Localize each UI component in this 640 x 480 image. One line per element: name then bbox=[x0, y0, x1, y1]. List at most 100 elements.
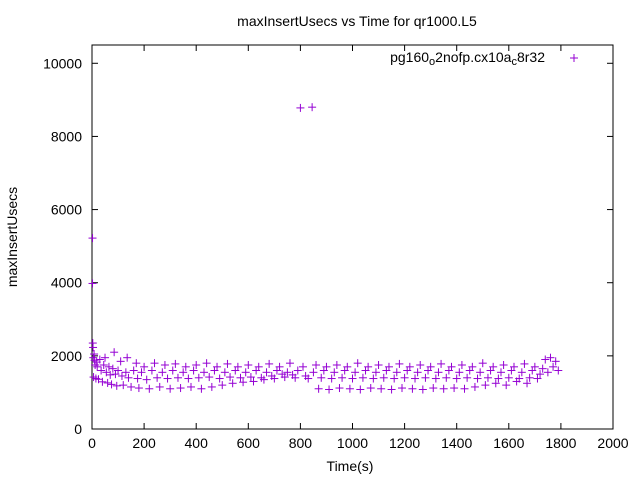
data-point bbox=[408, 384, 417, 393]
data-point bbox=[400, 373, 409, 382]
data-point bbox=[387, 385, 396, 394]
data-point bbox=[299, 362, 308, 371]
data-point bbox=[377, 384, 386, 393]
x-tick-label: 600 bbox=[237, 435, 261, 451]
data-point bbox=[447, 362, 456, 371]
data-point bbox=[155, 382, 164, 391]
data-point bbox=[397, 384, 406, 393]
data-point bbox=[366, 384, 375, 393]
data-point bbox=[275, 362, 284, 371]
data-point bbox=[530, 362, 539, 371]
data-point bbox=[200, 368, 209, 377]
data-point bbox=[213, 362, 222, 371]
data-point bbox=[104, 362, 113, 371]
data-point bbox=[499, 361, 508, 369]
data-point bbox=[338, 373, 347, 382]
data-point bbox=[421, 373, 430, 382]
data-point bbox=[197, 384, 206, 393]
data-point bbox=[117, 371, 126, 380]
data-point bbox=[163, 374, 172, 383]
data-point bbox=[460, 384, 469, 393]
data-point bbox=[98, 377, 107, 386]
data-point bbox=[218, 381, 227, 390]
data-point bbox=[179, 368, 188, 377]
data-point bbox=[173, 373, 182, 382]
data-point bbox=[280, 373, 289, 382]
data-point bbox=[317, 373, 326, 382]
data-point bbox=[327, 374, 336, 383]
data-point bbox=[491, 379, 500, 388]
data-point bbox=[533, 374, 542, 383]
data-point bbox=[192, 361, 201, 369]
data-point bbox=[176, 384, 185, 393]
data-point bbox=[160, 361, 169, 369]
data-point bbox=[127, 382, 136, 391]
x-tick-label: 1800 bbox=[545, 435, 576, 451]
data-point bbox=[314, 384, 323, 393]
data-point bbox=[132, 359, 141, 368]
data-point bbox=[239, 378, 248, 387]
x-tick-label: 1600 bbox=[493, 435, 524, 451]
data-point bbox=[181, 362, 190, 371]
data-point bbox=[379, 373, 388, 382]
data-point bbox=[140, 362, 149, 371]
data-point bbox=[107, 380, 116, 389]
data-point bbox=[207, 382, 216, 391]
data-point bbox=[343, 362, 352, 371]
data-point bbox=[411, 374, 420, 383]
data-point bbox=[392, 368, 401, 377]
data-point bbox=[220, 368, 229, 377]
data-point bbox=[489, 362, 498, 371]
data-point bbox=[145, 384, 154, 393]
data-point bbox=[228, 379, 237, 388]
data-point bbox=[265, 359, 274, 368]
data-point bbox=[121, 368, 130, 377]
data-point bbox=[429, 384, 438, 393]
data-point bbox=[215, 374, 224, 383]
data-point bbox=[312, 361, 321, 369]
data-point bbox=[236, 373, 245, 382]
data-point bbox=[546, 353, 555, 362]
y-tick-label: 4000 bbox=[51, 275, 82, 291]
data-point bbox=[244, 361, 253, 369]
y-tick-label: 8000 bbox=[51, 128, 82, 144]
data-point bbox=[114, 366, 123, 375]
data-point bbox=[369, 374, 378, 383]
data-point bbox=[259, 375, 268, 384]
data-point bbox=[481, 381, 490, 390]
data-point bbox=[291, 373, 300, 382]
data-point bbox=[418, 385, 427, 394]
data-point bbox=[296, 103, 305, 112]
data-point bbox=[353, 359, 362, 368]
data-point bbox=[189, 366, 198, 375]
data-point bbox=[129, 366, 138, 375]
data-point bbox=[184, 374, 193, 383]
legend-label-series-1: pg160o2nofp.cx10ac8r32 bbox=[390, 49, 545, 68]
data-point bbox=[450, 384, 459, 393]
data-point bbox=[395, 359, 404, 368]
data-point bbox=[543, 368, 552, 377]
x-tick-label: 1200 bbox=[389, 435, 420, 451]
data-point bbox=[88, 279, 97, 288]
data-point bbox=[476, 368, 485, 377]
x-axis-ticks: 0 200 400 600 800 1000 1200 1400 1600 1800 2000 bbox=[88, 45, 629, 451]
plot-frame bbox=[91, 44, 614, 430]
data-point bbox=[116, 357, 125, 366]
data-point bbox=[133, 374, 142, 383]
data-point bbox=[536, 370, 545, 379]
data-point bbox=[304, 374, 313, 383]
data-point bbox=[322, 362, 331, 371]
data-point bbox=[186, 382, 195, 391]
data-point bbox=[470, 382, 479, 391]
data-point bbox=[371, 368, 380, 377]
x-tick-label: 400 bbox=[185, 435, 209, 451]
data-point bbox=[88, 234, 97, 243]
data-point bbox=[335, 384, 344, 393]
data-point bbox=[515, 374, 524, 383]
data-point bbox=[124, 373, 133, 382]
data-point bbox=[439, 384, 448, 393]
x-axis-label: Time(s) bbox=[327, 458, 374, 474]
x-tick-label: 800 bbox=[289, 435, 313, 451]
data-point bbox=[194, 373, 203, 382]
